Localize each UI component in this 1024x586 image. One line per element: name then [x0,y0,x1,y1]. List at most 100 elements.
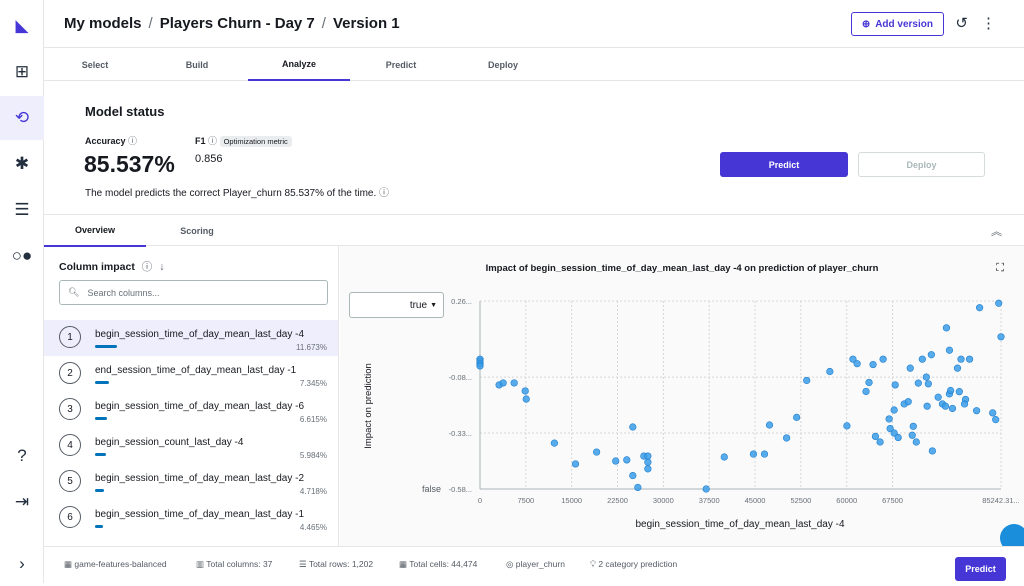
data-point [644,452,652,460]
data-point [476,362,484,370]
sort-arrow-icon[interactable]: ↓ [159,261,165,273]
total-columns: ▥ Total columns: 37 [196,559,273,569]
analysis-tabs: Overview Scoring ︽ [44,214,1024,247]
data-point [972,407,981,415]
tab-select[interactable]: Select [81,60,109,70]
expand-chevron-icon[interactable]: › [19,554,25,573]
history-icon[interactable]: ↺ [955,15,968,32]
data-point [522,395,530,403]
impact-bar [95,489,104,492]
chart-title: Impact of begin_session_time_of_day_mean… [485,263,879,274]
ready-models-icon[interactable]: ✱ [14,154,30,173]
x-tick-label: 22500 [607,496,628,505]
data-point [953,364,962,372]
rank-badge: 2 [59,362,81,384]
predict-button[interactable]: Predict [720,152,848,177]
toggle-icon[interactable]: ○● [11,246,33,265]
data-point [976,304,984,312]
data-point [871,432,880,441]
data-point [948,404,957,413]
datasets-list-icon[interactable]: ☰ [14,200,30,219]
tab-analyze[interactable]: Analyze [248,49,350,81]
x-tick-label: 30000 [653,496,674,505]
caret-down-icon: ▼ [430,301,437,309]
crumb-my-models[interactable]: My models [64,15,142,32]
tab-scoring[interactable]: Scoring [180,226,214,236]
impact-percent: 4.465% [299,523,327,532]
collapse-icon[interactable]: ︽ [991,226,1002,238]
data-point [885,415,893,423]
column-impact-item[interactable]: 3 begin_session_time_of_day_mean_last_da… [44,392,338,428]
data-point [997,333,1005,341]
canvas-logo-icon[interactable]: ◣ [15,16,29,35]
y-tick-label: -0.33... [449,429,472,438]
column-impact-item[interactable]: 1 begin_session_time_of_day_mean_last_da… [44,320,338,356]
y-bottom-class-label: false [422,484,441,494]
impact-bar [95,525,104,528]
total-rows: ☰ Total rows: 1,202 [299,559,374,569]
breadcrumb: My models / Players Churn - Day 7/ Versio… [44,0,1024,48]
data-point [629,423,637,431]
deploy-button[interactable]: Deploy [858,152,985,177]
impact-chart: Impact of begin_session_time_of_day_mean… [340,246,1024,552]
data-point [995,299,1003,307]
impact-bar [95,453,107,456]
crumb-version: Version 1 [332,15,400,32]
column-name: begin_session_time_of_day_mean_last_day … [95,329,305,340]
data-point [957,355,965,363]
y-tick-label: -0.58... [449,485,472,494]
data-point [550,439,558,447]
column-name: begin_session_time_of_day_mean_last_day … [95,401,305,412]
column-impact-item[interactable]: 5 begin_session_time_of_day_mean_last_da… [44,464,338,500]
footer-predict-button[interactable]: Predict [955,557,1006,581]
add-version-button[interactable]: ⊕ Add version [850,12,944,36]
class-select[interactable]: true ▼ [349,292,444,318]
data-point [955,388,963,396]
data-point [904,398,912,406]
total-cells: ▦ Total cells: 44,474 [399,559,478,569]
data-point [634,483,642,492]
logout-icon[interactable]: ⇥ [14,492,30,511]
more-options-icon[interactable]: ⋮ [981,15,996,32]
data-point [890,429,898,437]
info-icon: ⓘ [128,136,138,146]
f1-value: 0.856 [195,153,223,165]
tab-overview[interactable]: Overview [44,215,146,247]
x-axis-title: begin_session_time_of_day_mean_last_day … [635,519,844,530]
footer-bar: ▦ game-features-balanced ▥ Total columns… [44,546,1024,583]
column-impact-item[interactable]: 2 end_session_time_of_day_mean_last_day … [44,356,338,392]
x-tick-label: 85242.31... [982,496,1020,505]
sidebar: ◣ ⊞ ⟲ ✱ ☰ ○● ? ⇥ › [0,0,44,583]
tab-predict[interactable]: Predict [385,60,417,70]
data-point [918,355,926,363]
data-point [945,346,954,354]
search-columns-input[interactable]: 🔍︎ Search columns... [59,280,328,305]
column-impact-item[interactable]: 4 begin_session_count_last_day -4 5.984% [44,428,338,464]
crumb-model[interactable]: Players Churn - Day 7 [159,15,315,32]
x-tick-label: 37500 [699,496,720,505]
rank-badge: 3 [59,398,81,420]
accuracy-value: 85.537% [84,151,175,177]
rank-badge: 5 [59,470,81,492]
data-point [965,355,974,363]
tab-build[interactable]: Build [185,60,209,70]
x-tick-label: 60000 [836,496,857,505]
data-point [644,458,652,466]
data-point [927,351,935,359]
data-point [612,457,620,465]
data-point [928,447,936,455]
help-icon[interactable]: ? [17,446,27,465]
models-chip-icon[interactable]: ⊞ [14,62,30,81]
data-point [908,431,916,439]
impact-percent: 4.718% [299,487,327,496]
data-point [914,379,922,387]
data-point [853,360,861,368]
tab-deploy[interactable]: Deploy [487,60,518,70]
fullscreen-icon[interactable]: ⛶ [996,262,1004,274]
x-tick-label: 67500 [882,496,903,505]
data-point [886,424,894,433]
my-models-icon[interactable]: ⟲ [0,96,44,140]
impact-percent: 7.345% [299,379,327,388]
data-point [783,434,791,442]
column-impact-item[interactable]: 6 begin_session_time_of_day_mean_last_da… [44,500,338,536]
